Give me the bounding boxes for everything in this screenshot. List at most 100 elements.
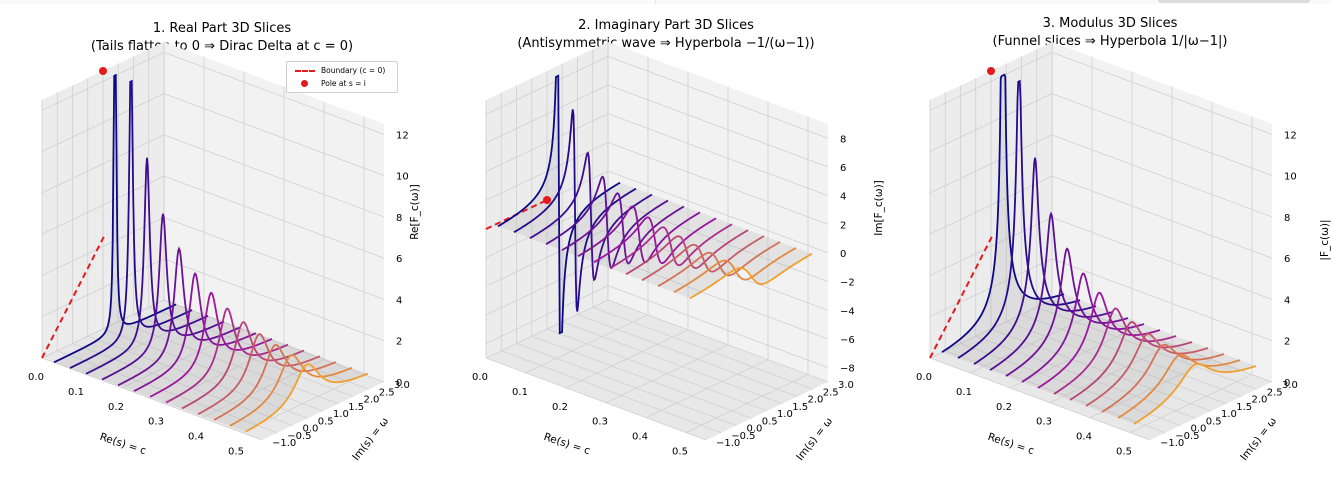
grid-z-back [1051, 134, 1273, 218]
y-tick-label: 2.0 [1252, 395, 1268, 406]
slice-line-0 [497, 74, 621, 335]
grid-z-side [41, 299, 165, 359]
slice-line-9 [1085, 333, 1209, 407]
y-axis-label: Im(s) = ω [1238, 415, 1279, 463]
grid-z-side [929, 51, 1053, 111]
x-tick-label: 0.4 [632, 432, 648, 443]
grid-y-floor [607, 299, 829, 383]
grid-y-floor [945, 350, 1166, 434]
grid-z-side [41, 134, 165, 194]
slice-line-3 [545, 175, 669, 270]
x-tick-label: 0.3 [592, 417, 608, 428]
grid-y-floor [102, 328, 324, 412]
grid-z-side [485, 285, 609, 345]
slice-line-12 [245, 363, 369, 433]
back-pane [1052, 42, 1272, 382]
z-tick-label: 10 [1284, 172, 1297, 183]
window-tab[interactable] [1158, 0, 1310, 3]
slice-line-6 [593, 216, 717, 265]
grid-y-floor [929, 357, 1151, 441]
y-tick-label: 0.5 [1206, 416, 1222, 427]
grid-z-back [607, 55, 829, 139]
grid-y-floor [501, 350, 722, 434]
y-tick-label: 2.5 [823, 387, 839, 398]
slice-line-7 [609, 223, 733, 269]
slice-line-10 [1101, 343, 1225, 413]
grid-z-side [41, 175, 165, 235]
slice-line-4 [561, 192, 685, 265]
grid-z-back [607, 84, 829, 168]
y-axis-label: Im(s) = ω [794, 415, 835, 463]
window-divider [655, 0, 656, 4]
chart-plot-3: 0.00.10.20.30.40.5−1.0−0.50.00.51.01.52.… [916, 42, 1331, 463]
z-tick-label: 2 [396, 337, 402, 348]
z-tick-label: 10 [396, 172, 409, 183]
y-tick-label: 0.0 [1191, 424, 1207, 435]
x-tick-label: 0.4 [188, 432, 204, 443]
z-tick-label: 0 [396, 378, 402, 389]
y-tick-label: 3.0 [1282, 380, 1298, 391]
chart-title-2-line1: 2. Imaginary Part 3D Slices [578, 18, 754, 33]
grid-y-floor [72, 343, 293, 426]
y-tick-label: 0.5 [318, 416, 334, 427]
chart-panel-1: 1. Real Part 3D Slices (Tails flatten to… [0, 0, 444, 479]
slice-line-5 [1021, 272, 1145, 383]
z-axis-label: |F_c(ω)| [1319, 219, 1331, 260]
grid-z-back [1051, 51, 1273, 135]
z-tick-label: 0 [840, 249, 846, 260]
x-tick-label: 0.5 [1116, 447, 1132, 458]
y-tick-label: 1.0 [777, 409, 793, 420]
grid-z-back [1051, 175, 1273, 259]
legend-dot-swatch [301, 80, 308, 87]
z-tick-label: 4 [1284, 295, 1290, 306]
pole-marker [987, 67, 995, 75]
grid-y-floor [516, 343, 737, 426]
x-axis-label: Re(s) = c [986, 431, 1036, 457]
slice-line-2 [973, 157, 1097, 365]
z-tick-label: 2 [1284, 337, 1290, 348]
slice-line-6 [1037, 291, 1161, 389]
grid-z-back [607, 285, 829, 369]
z-tick-label: 12 [1284, 130, 1297, 141]
grid-y-floor [87, 335, 308, 419]
grid-y-floor [118, 321, 339, 405]
slice-line-8 [1069, 321, 1193, 401]
grid-y-floor [975, 335, 1196, 419]
grid-y-floor [531, 335, 752, 419]
grid-z-back [163, 93, 385, 176]
y-tick-label: 1.5 [1236, 402, 1252, 413]
grid-z-side [485, 256, 609, 316]
grid-z-side [929, 175, 1053, 235]
grid-y-floor [577, 314, 798, 397]
x-tick-label: 0.2 [552, 402, 568, 413]
y-tick-label: 0.5 [762, 416, 778, 427]
x-tick-label: 0.0 [472, 372, 488, 383]
z-tick-label: −2 [840, 278, 855, 289]
y-tick-label: 1.5 [792, 402, 808, 413]
chart-legend: Boundary (c = 0) Pole at s = i [286, 61, 398, 93]
y-tick-label: −0.5 [731, 431, 755, 442]
grid-z-back [607, 256, 829, 340]
y-tick-label: 2.0 [808, 395, 824, 406]
slice-line-0 [941, 73, 1065, 353]
x-tick-label: 0.2 [996, 402, 1012, 413]
z-axis-label: Re[F_c(ω)] [409, 184, 421, 240]
grid-z-back [1051, 93, 1273, 176]
grid-z-back [607, 199, 829, 283]
slice-line-4 [1005, 247, 1129, 377]
surface-shade [942, 74, 1256, 425]
y-tick-label: 2.0 [364, 395, 380, 406]
pole-marker [99, 67, 107, 75]
x-tick-label: 0.4 [1076, 432, 1092, 443]
grid-y-floor [1021, 314, 1242, 397]
grid-y-floor [485, 357, 707, 441]
chart-plot-2: 0.00.10.20.30.40.5−1.0−0.50.00.51.01.52.… [472, 42, 885, 463]
grid-z-back [163, 175, 385, 259]
y-axis-label: Im(s) = ω [350, 415, 391, 463]
x-axis-label: Re(s) = c [98, 431, 148, 457]
y-tick-label: 2.5 [1267, 387, 1283, 398]
z-tick-label: −6 [840, 335, 855, 346]
x-tick-label: 0.0 [28, 372, 44, 383]
grid-y-floor [1006, 321, 1227, 405]
x-tick-label: 0.0 [916, 372, 932, 383]
